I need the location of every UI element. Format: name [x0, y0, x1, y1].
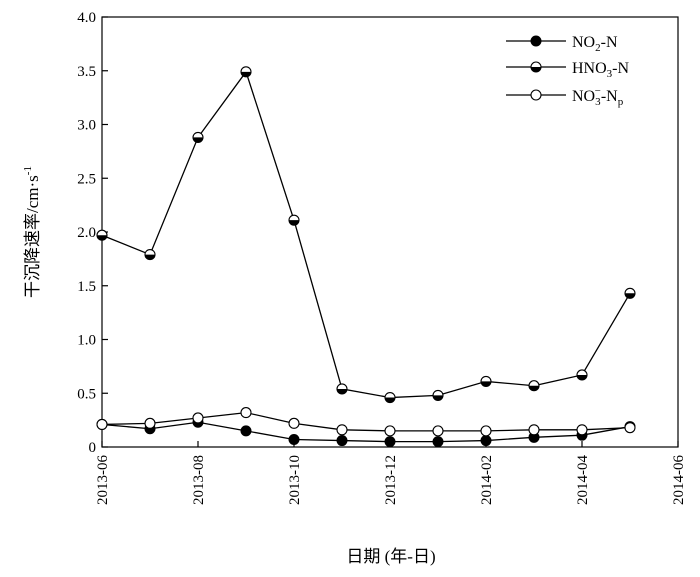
data-point [96, 418, 108, 430]
data-point [96, 229, 108, 241]
data-point [240, 407, 252, 419]
data-point [240, 66, 252, 78]
y-tick-label: 0 [89, 440, 97, 456]
series-0 [96, 416, 636, 448]
legend-item-0: NO2-N [506, 34, 618, 54]
series-layer [96, 66, 636, 448]
legend-label: HNO3-N [572, 60, 630, 80]
data-point [144, 417, 156, 429]
legend-marker [530, 35, 542, 47]
x-tick-label: 2013-08 [191, 455, 207, 505]
legend-label: NO3−-Np [572, 85, 624, 108]
y-tick-label: 1.5 [77, 279, 96, 295]
data-point [624, 422, 636, 434]
data-point [432, 425, 444, 437]
x-tick-label: 2014-04 [575, 455, 591, 505]
data-point [480, 375, 492, 387]
x-tick-label: 2014-06 [671, 455, 687, 505]
axes: 0 0.5 1.0 1.5 2.0 2.5 3.0 3.5 4.0 2013-06 2013-08 2… [77, 10, 687, 505]
legend-label: NO2-N [572, 34, 618, 54]
y-tick-label: 0.5 [77, 386, 96, 402]
data-point [576, 369, 588, 381]
data-point [432, 436, 444, 448]
x-tick-label: 2013-12 [383, 455, 399, 505]
x-axis-title: 日期 (年-日) [346, 547, 435, 566]
series-line [101, 70, 631, 399]
legend-item-1: HNO3-N [506, 60, 630, 80]
y-tick-label: 3.5 [77, 64, 96, 80]
series-line [101, 411, 631, 432]
legend-marker [530, 89, 542, 101]
data-point [336, 435, 348, 447]
series-line [101, 421, 631, 443]
data-point [192, 131, 204, 143]
data-point [624, 287, 636, 299]
legend-marker [530, 61, 542, 73]
data-point [336, 424, 348, 436]
data-point [384, 436, 396, 448]
data-point [528, 380, 540, 392]
data-point [480, 425, 492, 437]
x-tick-label: 2013-06 [95, 455, 111, 505]
x-tick-label: 2014-02 [479, 455, 495, 505]
legend: NO2-N HNO3-N NO3−-Np [506, 34, 630, 108]
y-tick-label: 4.0 [77, 10, 96, 26]
legend-item-2: NO3−-Np [506, 85, 624, 108]
data-point [288, 417, 300, 429]
data-point [240, 425, 252, 437]
y-tick-label: 3.0 [77, 118, 96, 134]
data-point [288, 433, 300, 445]
data-point [384, 391, 396, 404]
data-point [192, 412, 204, 424]
series-2 [96, 407, 636, 437]
x-tick-label: 2013-10 [287, 455, 303, 505]
data-point [432, 389, 444, 401]
y-tick-label: 2.0 [77, 225, 96, 241]
data-point [480, 435, 492, 447]
y-tick-label: 2.5 [77, 171, 96, 187]
y-axis-title: 干沉降速率/cm·s-1 [22, 166, 42, 298]
data-point [336, 383, 348, 395]
series-1 [96, 66, 636, 404]
data-point [288, 214, 300, 226]
y-tick-label: 1.0 [77, 333, 96, 349]
plot-frame [101, 16, 679, 448]
y-axis-title-sup: -1 [22, 166, 34, 175]
data-point [528, 424, 540, 436]
data-point [384, 425, 396, 437]
data-point [144, 249, 156, 261]
data-point [576, 424, 588, 436]
y-axis-title-main: 干沉降速率/cm·s [23, 175, 42, 298]
